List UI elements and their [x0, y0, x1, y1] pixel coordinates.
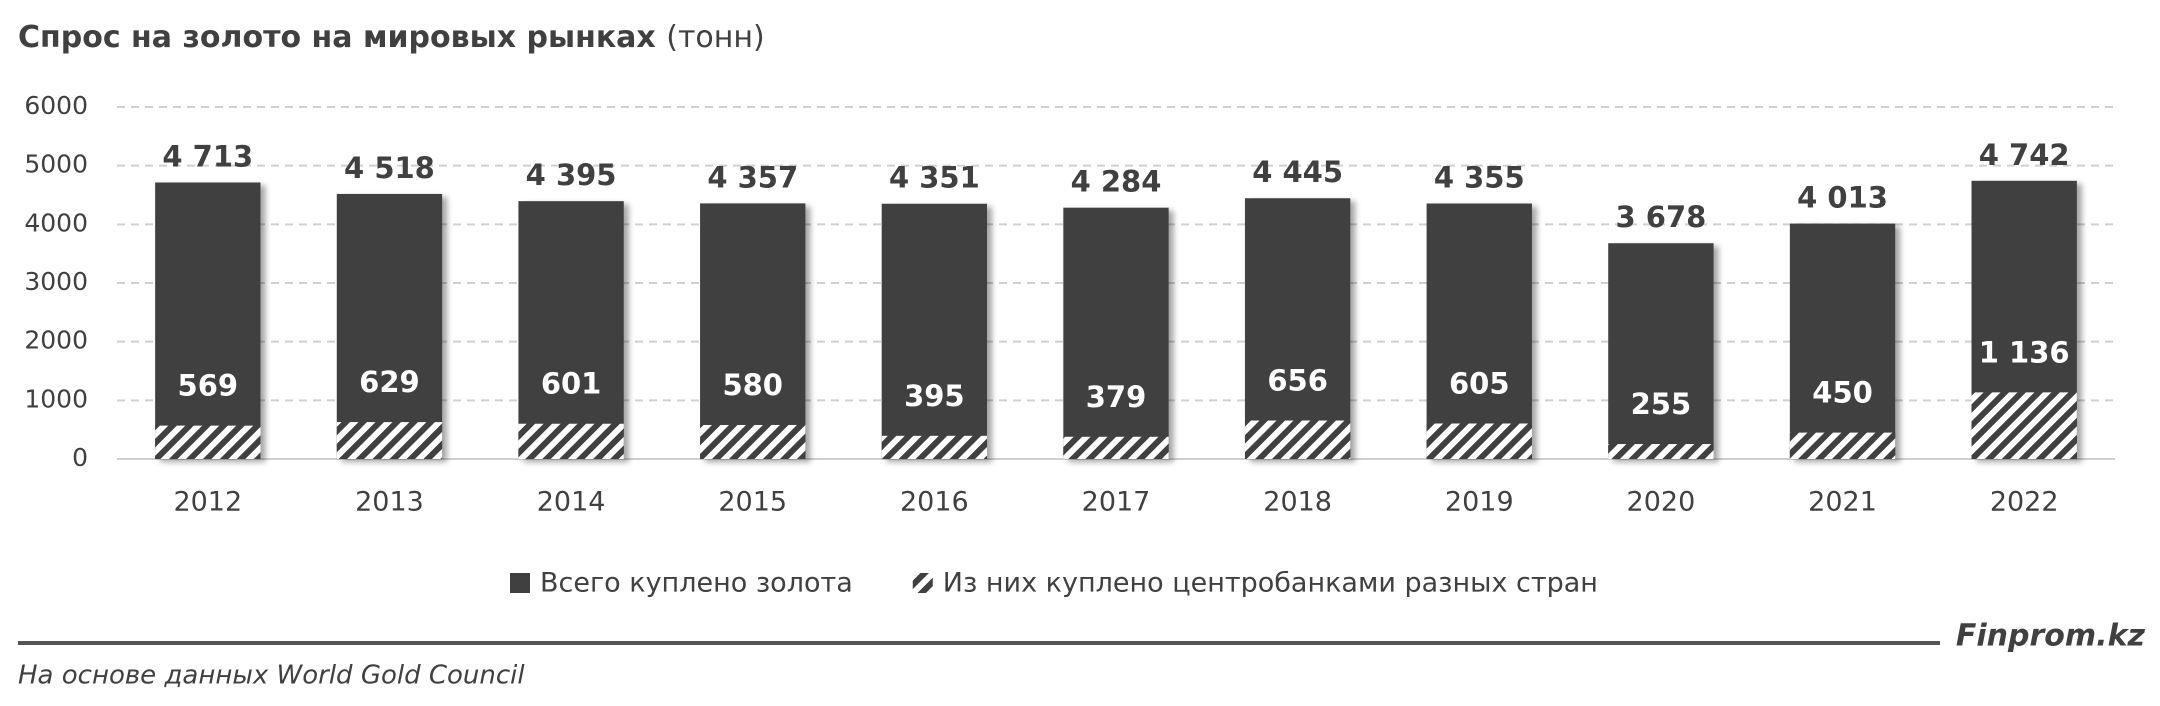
value-label: 4 395	[526, 158, 617, 192]
value-label: 629	[359, 365, 420, 399]
bar-hatched	[155, 425, 261, 459]
value-label: 1 136	[1979, 335, 2070, 369]
y-tick-label: 4000	[24, 208, 88, 237]
value-label: 4 351	[889, 161, 980, 195]
bar	[155, 182, 261, 459]
value-label: 601	[541, 367, 602, 401]
legend-swatch	[912, 573, 933, 593]
x-tick-label: 2021	[1808, 487, 1877, 518]
y-tick-label: 3000	[24, 267, 88, 296]
bar-hatched	[1608, 444, 1714, 459]
value-label: 4 357	[707, 160, 798, 194]
bar	[518, 201, 624, 459]
value-label: 450	[1812, 376, 1873, 410]
source-note: На основе данных World Gold Council	[18, 661, 525, 691]
bar-hatched	[1789, 432, 1896, 459]
y-tick-label: 5000	[24, 150, 88, 179]
value-label: 4 713	[162, 140, 253, 174]
value-label: 395	[904, 379, 965, 413]
value-label: 4 445	[1252, 155, 1343, 189]
bar-hatched	[336, 422, 443, 459]
bar	[881, 203, 988, 459]
y-tick-label: 2000	[24, 326, 88, 355]
bar-hatched	[1426, 423, 1532, 459]
bar-hatched	[881, 435, 988, 459]
legend-label: Всего куплено золота	[540, 568, 853, 599]
value-label: 4 742	[1979, 138, 2070, 172]
value-label: 4 013	[1797, 181, 1888, 215]
x-tick-label: 2013	[355, 487, 424, 518]
bar	[700, 203, 806, 459]
bar	[1244, 198, 1351, 459]
x-tick-label: 2012	[173, 487, 242, 518]
bar-hatched	[1244, 420, 1351, 459]
legend-swatch	[510, 573, 530, 593]
bar-hatched	[700, 424, 806, 459]
value-label: 569	[178, 369, 239, 403]
x-tick-label: 2017	[1082, 487, 1151, 518]
value-label: 656	[1267, 364, 1328, 398]
y-tick-label: 1000	[24, 384, 88, 413]
x-tick-label: 2020	[1627, 487, 1696, 518]
x-tick-label: 2018	[1263, 487, 1332, 518]
x-tick-label: 2022	[1990, 487, 2059, 518]
bar	[1426, 203, 1532, 459]
x-tick-label: 2015	[718, 487, 787, 518]
y-tick-label: 6000	[24, 91, 88, 120]
value-label: 4 518	[344, 151, 435, 185]
chart-title: Спрос на золото на мировых рынках (тонн)	[18, 20, 765, 55]
bar	[1789, 223, 1896, 459]
bar-hatched	[1971, 392, 2077, 459]
x-tick-label: 2019	[1445, 487, 1514, 518]
bar-hatched	[518, 423, 624, 459]
value-label: 379	[1086, 380, 1147, 414]
value-label: 3 678	[1616, 200, 1707, 234]
y-tick-label: 0	[72, 443, 88, 472]
legend-label: Из них куплено центробанками разных стра…	[943, 568, 1598, 599]
bar	[1063, 207, 1169, 459]
value-label: 4 355	[1434, 161, 1525, 195]
x-tick-label: 2014	[537, 487, 606, 518]
value-label: 4 284	[1071, 165, 1162, 199]
brand: Finprom.kz	[1956, 619, 2146, 654]
value-label: 605	[1449, 367, 1510, 401]
bar	[336, 193, 443, 459]
x-tick-label: 2016	[900, 487, 969, 518]
value-label: 580	[722, 368, 783, 402]
bar-hatched	[1063, 436, 1169, 459]
bar	[1608, 243, 1714, 459]
value-label: 255	[1631, 387, 1692, 421]
